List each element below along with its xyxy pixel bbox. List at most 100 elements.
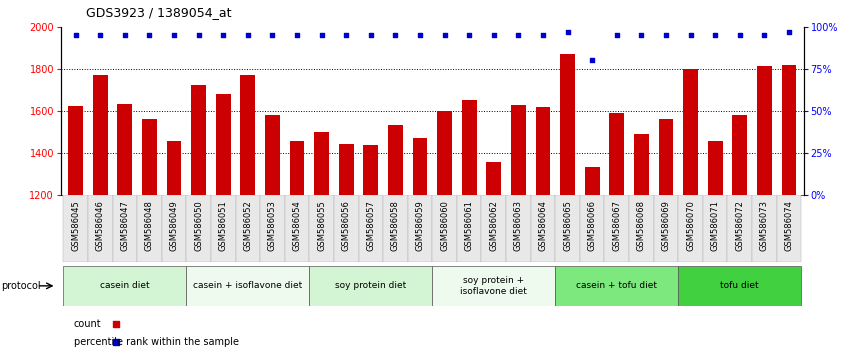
Text: casein + tofu diet: casein + tofu diet bbox=[576, 281, 657, 290]
Bar bbox=[481, 195, 506, 262]
Bar bbox=[733, 115, 747, 354]
Text: GSM586057: GSM586057 bbox=[366, 200, 376, 251]
Text: count: count bbox=[74, 319, 102, 329]
Bar bbox=[658, 119, 673, 354]
Bar bbox=[585, 167, 600, 354]
Bar bbox=[678, 195, 703, 262]
Bar bbox=[240, 75, 255, 354]
Bar bbox=[314, 132, 329, 354]
Bar bbox=[364, 145, 378, 354]
Bar bbox=[93, 75, 107, 354]
Text: GSM586064: GSM586064 bbox=[539, 200, 547, 251]
Bar bbox=[289, 141, 305, 354]
Bar bbox=[334, 195, 359, 262]
Point bbox=[143, 32, 157, 38]
Text: GDS3923 / 1389054_at: GDS3923 / 1389054_at bbox=[86, 6, 232, 19]
Bar bbox=[432, 195, 457, 262]
Bar bbox=[88, 195, 113, 262]
Text: GSM586048: GSM586048 bbox=[145, 200, 154, 251]
Bar bbox=[457, 195, 481, 262]
Bar bbox=[167, 141, 181, 354]
Point bbox=[52, 339, 65, 344]
Bar bbox=[118, 104, 132, 354]
Bar bbox=[782, 65, 796, 354]
Bar bbox=[137, 195, 162, 262]
Text: tofu diet: tofu diet bbox=[721, 281, 759, 290]
Text: GSM586071: GSM586071 bbox=[711, 200, 720, 251]
Text: GSM586047: GSM586047 bbox=[120, 200, 129, 251]
Text: GSM586074: GSM586074 bbox=[784, 200, 794, 251]
Text: GSM586055: GSM586055 bbox=[317, 200, 326, 251]
Point bbox=[339, 32, 353, 38]
Bar bbox=[162, 195, 186, 262]
Point bbox=[69, 32, 82, 38]
Bar bbox=[555, 195, 580, 262]
Point bbox=[512, 32, 525, 38]
Point bbox=[684, 32, 697, 38]
Bar bbox=[191, 85, 206, 354]
Text: GSM586046: GSM586046 bbox=[96, 200, 105, 251]
Bar bbox=[310, 266, 432, 306]
Bar bbox=[265, 115, 280, 354]
Text: GSM586058: GSM586058 bbox=[391, 200, 400, 251]
Text: GSM586072: GSM586072 bbox=[735, 200, 744, 251]
Bar bbox=[413, 138, 427, 354]
Bar bbox=[235, 195, 260, 262]
Text: GSM586050: GSM586050 bbox=[194, 200, 203, 251]
Text: GSM586067: GSM586067 bbox=[613, 200, 621, 251]
Bar bbox=[757, 67, 772, 354]
Text: GSM586054: GSM586054 bbox=[293, 200, 301, 251]
Bar bbox=[634, 134, 649, 354]
Bar bbox=[408, 195, 432, 262]
Bar bbox=[113, 195, 137, 262]
Text: GSM586056: GSM586056 bbox=[342, 200, 351, 251]
Text: percentile rank within the sample: percentile rank within the sample bbox=[74, 337, 239, 347]
Bar bbox=[63, 266, 186, 306]
Text: protocol: protocol bbox=[1, 281, 41, 291]
Text: GSM586063: GSM586063 bbox=[514, 200, 523, 251]
Text: GSM586045: GSM586045 bbox=[71, 200, 80, 251]
Text: GSM586068: GSM586068 bbox=[637, 200, 645, 251]
Text: GSM586069: GSM586069 bbox=[662, 200, 671, 251]
Text: GSM586060: GSM586060 bbox=[440, 200, 449, 251]
Text: GSM586070: GSM586070 bbox=[686, 200, 695, 251]
Bar bbox=[560, 54, 575, 354]
Text: GSM586051: GSM586051 bbox=[219, 200, 228, 251]
Bar bbox=[654, 195, 678, 262]
Bar bbox=[506, 195, 530, 262]
Bar bbox=[530, 195, 555, 262]
Bar bbox=[211, 195, 235, 262]
Bar bbox=[186, 266, 310, 306]
Bar bbox=[260, 195, 285, 262]
Bar bbox=[462, 100, 476, 354]
Point bbox=[708, 32, 722, 38]
Text: GSM586053: GSM586053 bbox=[268, 200, 277, 251]
Bar bbox=[359, 195, 383, 262]
Text: GSM586065: GSM586065 bbox=[563, 200, 572, 251]
Bar bbox=[728, 195, 752, 262]
Bar bbox=[536, 108, 551, 354]
Bar bbox=[752, 195, 777, 262]
Bar bbox=[555, 266, 678, 306]
Point bbox=[118, 32, 132, 38]
Bar bbox=[708, 141, 722, 354]
Text: GSM586059: GSM586059 bbox=[415, 200, 425, 251]
Point bbox=[241, 32, 255, 38]
Bar bbox=[437, 110, 452, 354]
Bar bbox=[69, 107, 83, 354]
Point bbox=[388, 32, 402, 38]
Point bbox=[634, 32, 648, 38]
Point bbox=[266, 32, 279, 38]
Point bbox=[52, 321, 65, 327]
Bar bbox=[383, 195, 408, 262]
Bar bbox=[684, 69, 698, 354]
Point bbox=[487, 32, 501, 38]
Bar bbox=[142, 119, 157, 354]
Bar bbox=[339, 144, 354, 354]
Bar bbox=[629, 195, 654, 262]
Text: GSM586061: GSM586061 bbox=[464, 200, 474, 251]
Point bbox=[610, 32, 624, 38]
Bar bbox=[486, 162, 501, 354]
Point bbox=[438, 32, 452, 38]
Bar bbox=[609, 113, 624, 354]
